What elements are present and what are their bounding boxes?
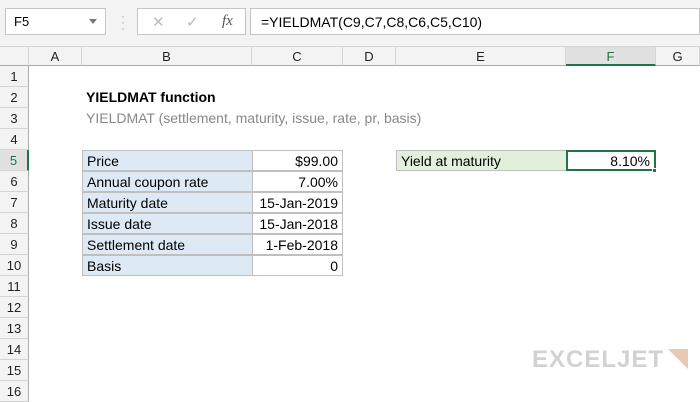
input-value[interactable]: 15-Jan-2019 — [252, 192, 343, 213]
exceljet-logo: EXCELJET — [532, 346, 689, 374]
input-label[interactable]: Annual coupon rate — [82, 171, 252, 192]
input-value[interactable]: 7.00% — [252, 171, 343, 192]
select-all-corner[interactable] — [0, 47, 29, 66]
sheet-title[interactable]: YIELDMAT function — [86, 89, 216, 105]
name-box[interactable]: F5 — [5, 8, 106, 35]
input-label[interactable]: Issue date — [82, 213, 252, 234]
enter-icon[interactable]: ✓ — [186, 14, 199, 31]
chevron-down-icon[interactable] — [89, 19, 97, 24]
input-value[interactable]: 0 — [252, 255, 343, 276]
row-header-12[interactable]: 12 — [0, 297, 29, 318]
column-header-c[interactable]: C — [252, 47, 343, 66]
formula-bar-area: F5 · · · ✕ ✓ fx =YIELDMAT(C9,C7,C8,C6,C5,C… — [0, 0, 700, 47]
grip-icon: · · · — [121, 9, 125, 35]
row-header-13[interactable]: 13 — [0, 318, 29, 339]
row-header-15[interactable]: 15 — [0, 360, 29, 381]
column-header-f[interactable]: F — [566, 47, 656, 66]
column-header-g[interactable]: G — [656, 47, 700, 66]
column-header-a[interactable]: A — [29, 47, 82, 66]
row-header-2[interactable]: 2 — [0, 87, 29, 108]
result-value-cell[interactable]: 8.10% — [566, 150, 656, 171]
row-header-1[interactable]: 1 — [0, 66, 29, 87]
row-header-6[interactable]: 6 — [0, 171, 29, 192]
column-header-e[interactable]: E — [396, 47, 566, 66]
sheet-subtitle[interactable]: YIELDMAT (settlement, maturity, issue, r… — [86, 110, 422, 126]
row-header-8[interactable]: 8 — [0, 213, 29, 234]
row-header-4[interactable]: 4 — [0, 129, 29, 150]
input-value[interactable]: 15-Jan-2018 — [252, 213, 343, 234]
column-header-b[interactable]: B — [82, 47, 252, 66]
input-value[interactable]: $99.00 — [252, 150, 343, 171]
input-value[interactable]: 1-Feb-2018 — [252, 234, 343, 255]
row-header-11[interactable]: 11 — [0, 276, 29, 297]
cancel-icon[interactable]: ✕ — [152, 14, 165, 31]
input-label[interactable]: Basis — [82, 255, 252, 276]
row-header-3[interactable]: 3 — [0, 108, 29, 129]
row-header-9[interactable]: 9 — [0, 234, 29, 255]
fx-icon[interactable]: fx — [222, 13, 233, 29]
row-header-10[interactable]: 10 — [0, 255, 29, 276]
row-header-5[interactable]: 5 — [0, 150, 29, 171]
input-label[interactable]: Maturity date — [82, 192, 252, 213]
logo-text: EXCELJET — [532, 346, 665, 373]
name-box-value: F5 — [14, 14, 30, 29]
row-header-14[interactable]: 14 — [0, 339, 29, 360]
column-header-d[interactable]: D — [343, 47, 396, 66]
result-label[interactable]: Yield at maturity — [396, 150, 566, 171]
input-label[interactable]: Price — [82, 150, 252, 171]
formula-buttons: ✕ ✓ fx — [137, 8, 246, 35]
row-header-16[interactable]: 16 — [0, 381, 29, 402]
input-label[interactable]: Settlement date — [82, 234, 252, 255]
row-header-7[interactable]: 7 — [0, 192, 29, 213]
formula-input[interactable]: =YIELDMAT(C9,C7,C8,C6,C5,C10) — [250, 8, 700, 35]
fill-handle[interactable] — [652, 168, 657, 173]
logo-arrow-icon — [668, 349, 689, 369]
